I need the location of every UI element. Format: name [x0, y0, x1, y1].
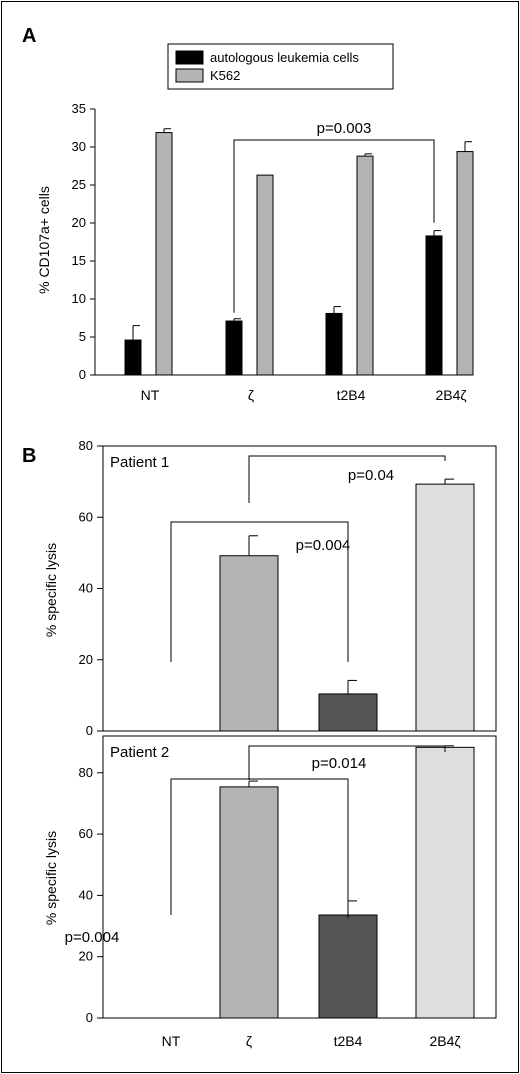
legend-swatch-k562	[175, 68, 204, 83]
b2-bar-1	[219, 786, 279, 1019]
panel-a-label: A	[22, 25, 36, 47]
panel-a-bar-s1-2	[356, 155, 374, 376]
panel-a-bars	[124, 128, 474, 376]
patient-2-annotations: p=0.004 p=0.014	[65, 745, 446, 946]
panel-b-category-label-2: t2B4	[334, 1033, 363, 1049]
panel-b-category-label-1: ζ	[246, 1033, 252, 1049]
panel-b-category-label-3: 2B4ζ	[429, 1033, 460, 1049]
patient-2-title: Patient 2	[110, 744, 169, 761]
patient-1-axes: 0 20 40 60 80	[79, 438, 103, 738]
panel-a-ytick-label-6: 30	[72, 139, 86, 154]
patient-1-ylabel: % specific lysis	[43, 543, 59, 637]
legend-swatch-autologous	[175, 50, 204, 65]
b1-bar-1	[219, 555, 279, 732]
panel-a-bar-s0-2	[325, 312, 343, 376]
b1-bar-3	[415, 483, 475, 732]
panel-a-bar-s1-0	[155, 132, 173, 376]
patient-1-title: Patient 1	[110, 454, 169, 471]
panel-a-ytick-label-3: 15	[72, 253, 86, 268]
panel-a-ylabel: % CD107a+ cells	[36, 186, 52, 294]
b2-bar-3	[415, 746, 475, 1019]
b2-pvalue-1: p=0.014	[312, 755, 367, 772]
panel-a-ytick-label-7: 35	[72, 101, 86, 116]
b2-ytick-label-1: 20	[79, 949, 93, 964]
panel-a-annotations: p=0.003	[233, 120, 435, 313]
patient-2-axes: 0 20 40 60 80	[79, 765, 103, 1025]
b1-ytick-label-0: 0	[86, 723, 93, 738]
b1-ytick-label-1: 20	[79, 652, 93, 667]
b1-ytick-label-3: 60	[79, 509, 93, 524]
b2-ytick-label-2: 40	[79, 887, 93, 902]
panel-a-bar-s0-0	[124, 339, 142, 376]
b1-bracket-0	[170, 521, 349, 662]
panel-b: B Patient 1 % specific lysis 0 20 40 60 80 p…	[22, 438, 497, 1049]
panel-a-ytick-label-2: 10	[72, 291, 86, 306]
patient-1-annotations: p=0.004 p=0.04	[170, 455, 446, 662]
panel-a-pvalue-0: p=0.003	[317, 120, 372, 137]
b1-pvalue-1: p=0.04	[348, 467, 394, 484]
panel-a-category-label-3: 2B4ζ	[435, 387, 466, 403]
panel-a: A autologous leukemia cells K562 % CD107…	[22, 25, 474, 403]
panel-b-label: B	[22, 445, 36, 467]
panel-a-bar-s1-1	[256, 174, 274, 376]
b2-bracket-0	[170, 778, 349, 918]
b2-bar-2	[318, 914, 378, 1019]
b2-ytick-label-4: 80	[79, 765, 93, 780]
legend: autologous leukemia cells K562	[167, 43, 394, 90]
legend-box	[167, 43, 394, 90]
legend-label-autologous: autologous leukemia cells	[210, 50, 359, 65]
panel-a-ytick-label-0: 0	[79, 367, 86, 382]
panel-a-ytick-label-1: 5	[79, 329, 86, 344]
b2-ytick-label-0: 0	[86, 1010, 93, 1025]
panel-a-ytick-label-4: 20	[72, 215, 86, 230]
panel-b-category-labels: NT ζ t2B4 2B4ζ	[162, 1033, 461, 1049]
panel-a-bar-s0-3	[425, 235, 443, 376]
panel-b-category-label-0: NT	[162, 1033, 181, 1049]
patient-2-plot-box	[102, 735, 497, 1019]
b1-pvalue-0: p=0.004	[296, 537, 351, 554]
b1-ytick-label-4: 80	[79, 438, 93, 453]
b1-bar-2	[318, 693, 378, 732]
panel-a-category-label-1: ζ	[248, 387, 254, 403]
panel-a-bar-s0-1	[225, 320, 243, 376]
b2-bracket-1	[248, 745, 446, 780]
b2-ytick-label-3: 60	[79, 826, 93, 841]
patient-2-ylabel: % specific lysis	[43, 831, 59, 925]
b1-bracket-1	[248, 455, 446, 503]
b1-ytick-label-2: 40	[79, 581, 93, 596]
patient-2-bars	[219, 745, 475, 1019]
panel-a-bracket-0	[233, 139, 435, 313]
patient-1-bars	[219, 478, 475, 732]
panel-a-category-label-0: NT	[141, 387, 160, 403]
panel-a-category-label-2: t2B4	[337, 387, 366, 403]
legend-label-k562: K562	[210, 68, 240, 83]
b2-pvalue-0: p=0.004	[65, 929, 120, 946]
panel-a-ytick-label-5: 25	[72, 177, 86, 192]
panel-a-bar-s1-3	[456, 151, 474, 376]
